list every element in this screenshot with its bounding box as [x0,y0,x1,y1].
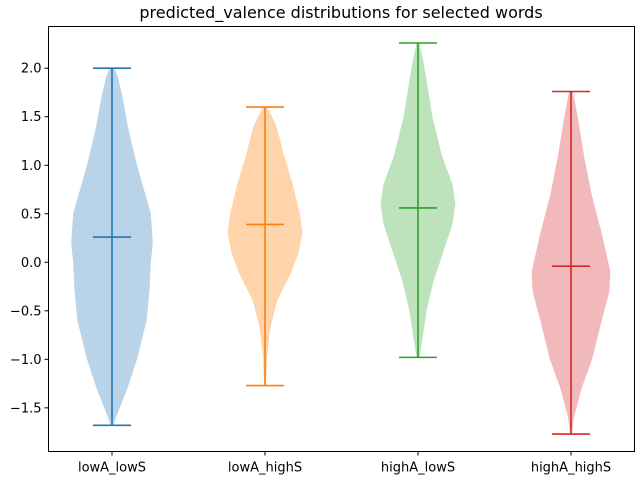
y-tick-label: 1.0 [21,159,42,174]
y-tick-label: −1.0 [10,353,42,368]
y-tick-label: 0.0 [21,256,42,271]
x-axis: lowA_lowS lowA_highS highA_lowS highA_highS [78,451,611,476]
axes-frame [48,26,635,452]
y-tick-label: −1.5 [10,401,42,416]
x-tick-label: highA_highS [531,461,611,476]
plot-area [71,42,611,435]
violin-lowA_lowS [71,67,153,427]
x-tick-label: lowA_highS [228,461,302,476]
violin-highA_highS [531,90,611,435]
y-tick-label: −0.5 [10,304,42,319]
y-tick-label: 1.5 [21,110,42,125]
violin-lowA_highS [227,106,303,387]
y-tick-label: 2.0 [21,62,42,77]
chart-title: predicted_valence distributions for sele… [139,3,542,23]
x-tick-label: highA_lowS [381,461,455,476]
y-axis: 2.0 1.5 1.0 0.5 0.0 −0.5 −1.0 −1.5 [10,62,49,416]
violin-highA_lowS [380,42,456,359]
x-tick-label: lowA_lowS [78,461,146,476]
y-tick-label: 0.5 [21,207,42,222]
